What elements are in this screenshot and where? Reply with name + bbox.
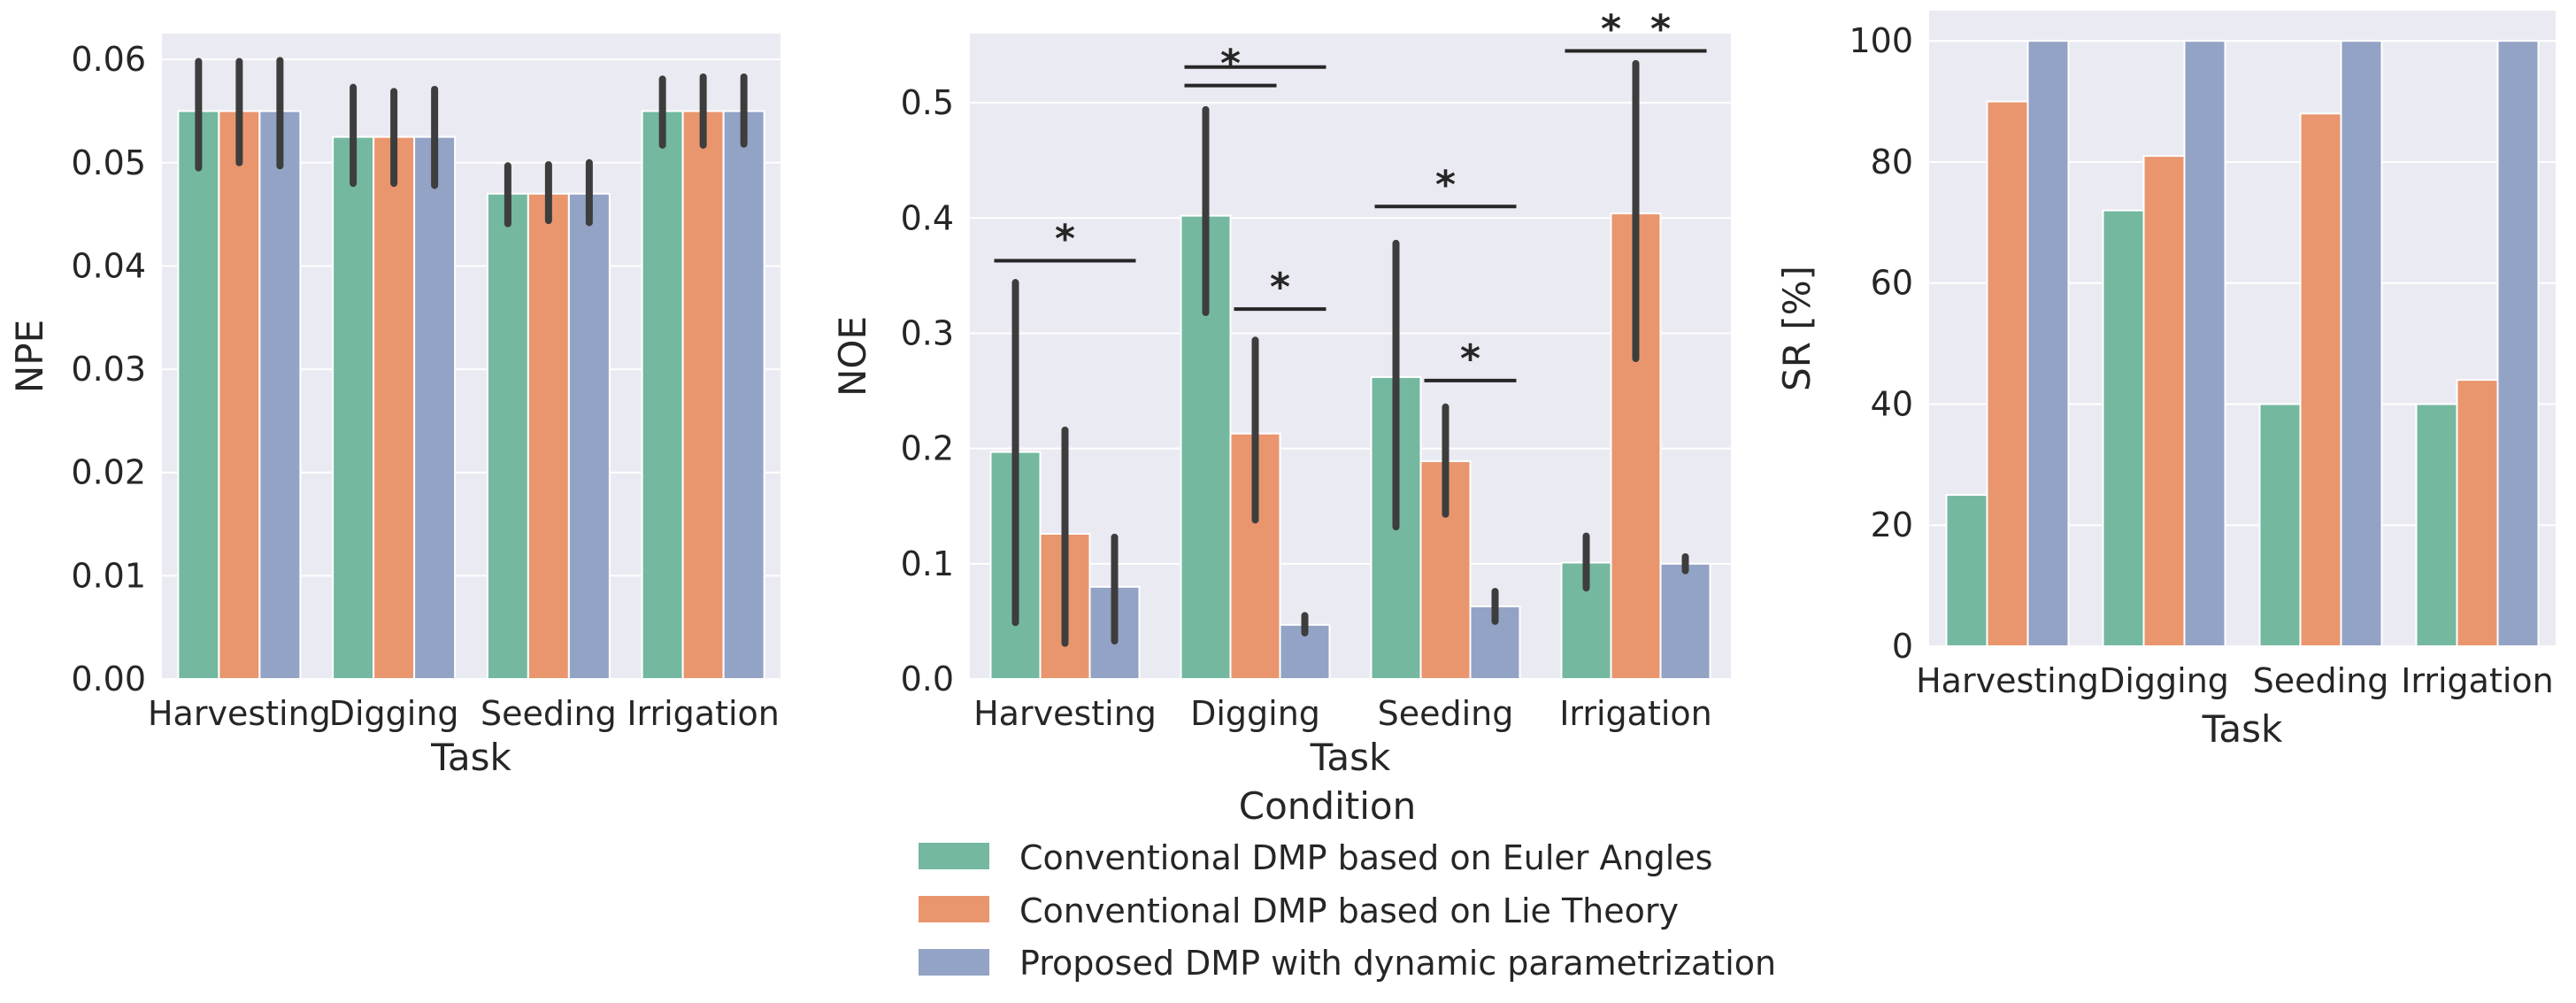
npe-ytick-label: 0.05 [71,143,146,182]
sr-ytick-label: 40 [1871,384,1913,423]
npe-ytick-label: 0.04 [71,246,146,285]
npe-ytick-label: 0.02 [71,453,146,492]
noe-bar-proposed [1659,562,1711,680]
noe-xtick-label: Irrigation [1559,694,1712,733]
sr-bar-euler [2258,403,2302,647]
npe-bar-euler [332,135,375,680]
npe-xtick-label: Harvesting [148,694,331,733]
sr-bar-euler [2415,403,2458,647]
legend: Condition Conventional DMP based on Eule… [919,784,1776,983]
noe-xtick-label: Digging [1190,694,1320,733]
sr-yaxis-label: SR [%] [1775,266,1819,391]
npe-chart: 0.00 0.01 0.02 0.03 0.04 0.05 0.06 HarvestingDi… [8,34,780,779]
sr-xtick-label: Digging [2099,661,2229,700]
npe-xtick-label: Irrigation [627,694,780,733]
legend-label-lie: Conventional DMP based on Lie Theory [1019,891,1679,930]
noe-ytick-label: 0.0 [901,660,954,698]
npe-bar-lie [527,192,570,681]
npe-yaxis-label: NPE [8,320,51,393]
sr-ytick-label: 80 [1871,143,1913,181]
legend-label-euler: Conventional DMP based on Euler Angles [1019,838,1712,877]
sr-ytick-label: 0 [1892,627,1913,666]
sr-bar-euler [2102,209,2145,648]
npe-bar-euler [641,110,684,681]
npe-bar-lie [681,110,725,681]
sr-bar-lie [2142,155,2186,648]
sr-bar-proposed [2026,40,2070,647]
sr-bar-proposed [2496,40,2540,647]
npe-ytick-label: 0.03 [71,350,146,389]
sr-ytick-label: 100 [1849,21,1913,60]
legend-title: Condition [1239,784,1416,828]
noe-ytick-label: 0.2 [901,429,954,468]
npe-xtick-label: Digging [329,694,459,733]
sr-bar-proposed [2340,40,2383,647]
sr-xtick-label: Seeding [2253,661,2389,700]
sr-bar-lie [1986,100,2029,648]
sr-bar-euler [1945,494,1988,647]
npe-ytick-label: 0.06 [71,40,146,79]
sr-bar-lie [2299,112,2342,647]
legend-swatch-proposed [919,949,989,976]
legend-label-proposed: Proposed DMP with dynamic parametrizatio… [1019,944,1776,983]
noe-significance-star: * [1460,336,1480,382]
noe-significance-star: * [1270,265,1290,310]
sr-bar-lie [2456,379,2499,647]
sr-ytick-label: 20 [1871,505,1913,544]
sr-xaxis-label: Task [2202,707,2283,751]
noe-significance-star: * [1601,7,1621,52]
npe-xaxis-label: Task [430,736,511,779]
noe-chart: 0.0 0.1 0.2 0.3 0.4 0.5 * * * * * * * Harvesting Diggi… [831,7,1731,779]
noe-significance-star: * [1650,7,1671,52]
npe-bar-euler [177,110,220,681]
noe-ytick-label: 0.4 [901,198,954,237]
noe-significance-star: * [1220,42,1241,87]
sr-chart: 0 20 40 60 80 100 Harvesting Digging Seeding Irri… [1775,11,2556,751]
npe-bar-euler [486,192,529,681]
noe-ytick-label: 0.3 [901,313,954,352]
npe-bar-proposed [258,110,302,681]
noe-ytick-label: 0.5 [901,83,954,122]
noe-xaxis-label: Task [1310,736,1391,779]
legend-swatch-lie [919,896,989,922]
npe-bar-proposed [722,110,765,681]
noe-significance-star: * [1055,216,1075,261]
noe-yaxis-label: NOE [831,316,874,397]
noe-significance-star: * [1435,162,1456,207]
sr-bar-proposed [2183,40,2226,647]
noe-xtick-label: Harvesting [973,694,1157,733]
npe-ytick-label: 0.01 [71,556,146,595]
legend-swatch-euler [919,843,989,869]
npe-xtick-label: Seeding [481,694,617,733]
sr-xtick-label: Harvesting [1916,661,2099,700]
sr-ytick-label: 60 [1871,264,1913,303]
sr-xtick-label: Irrigation [2401,661,2554,700]
npe-bar-proposed [567,192,611,681]
npe-bar-proposed [413,135,457,680]
npe-bar-lie [218,110,261,681]
noe-xtick-label: Seeding [1378,694,1514,733]
npe-ytick-label: 0.00 [71,660,146,698]
noe-ytick-label: 0.1 [901,544,954,583]
npe-bar-lie [373,135,416,680]
